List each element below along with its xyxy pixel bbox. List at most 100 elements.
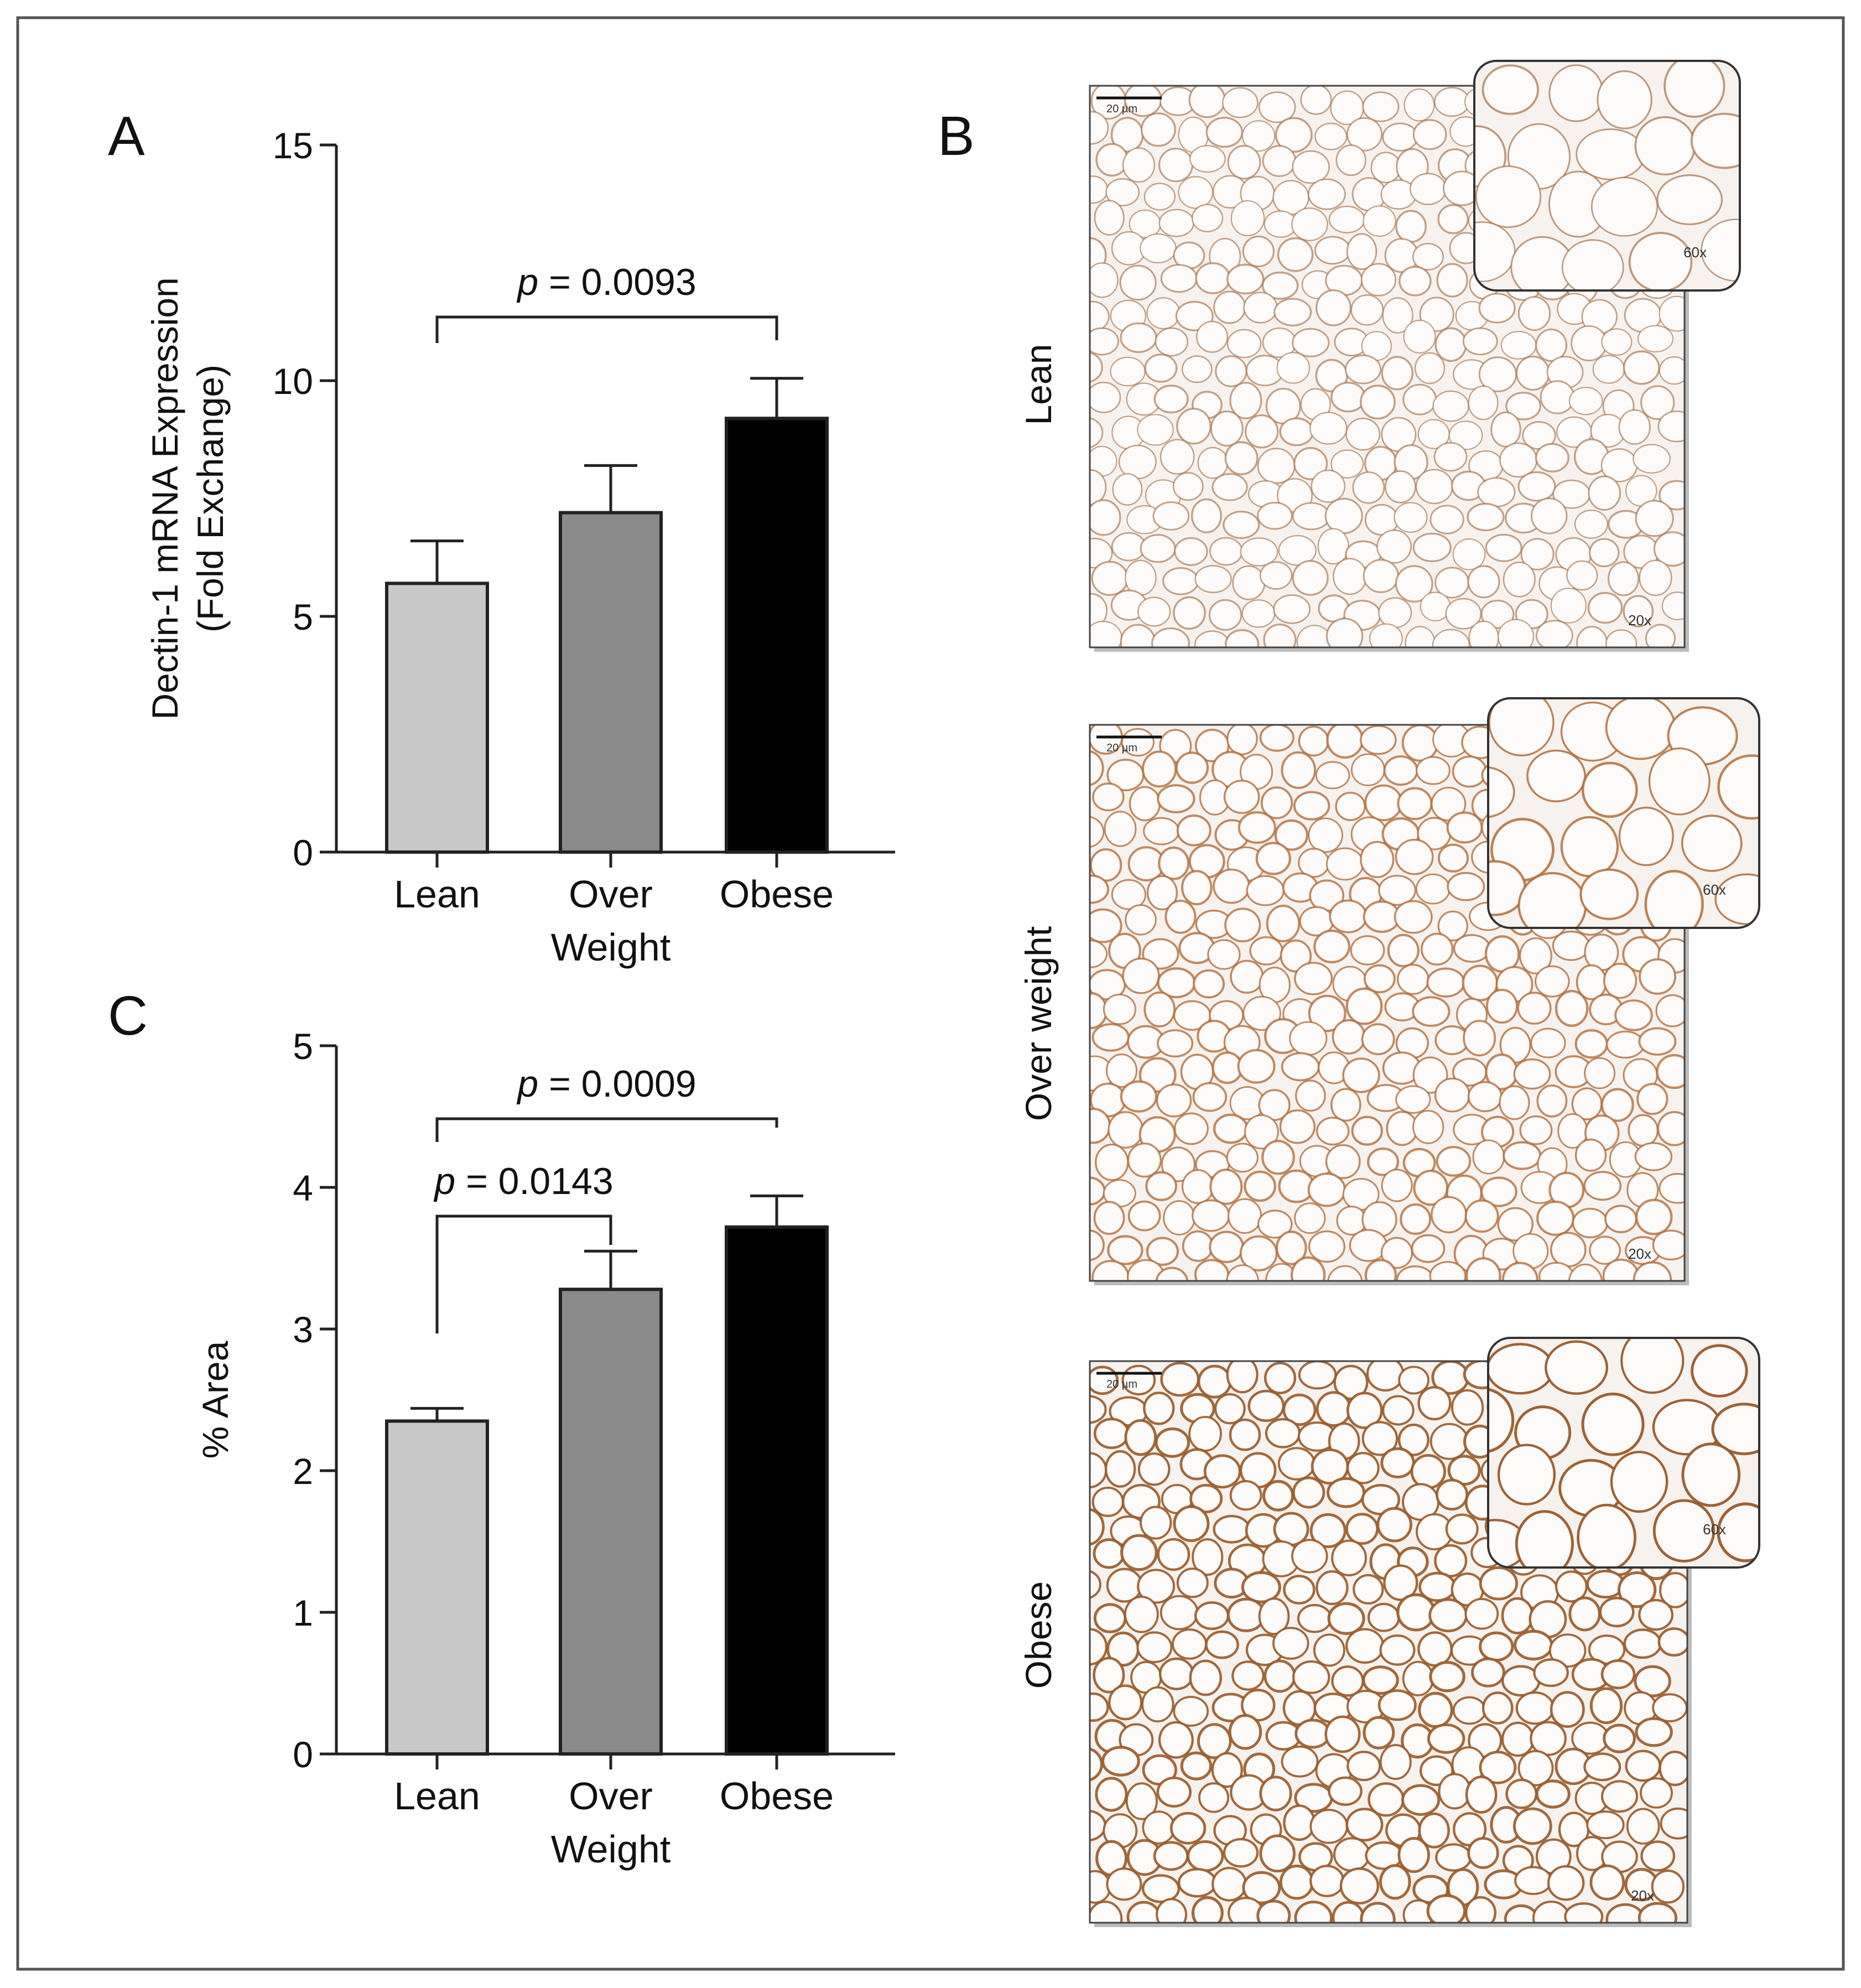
adipocyte <box>1402 1660 1434 1696</box>
adipocyte <box>1416 873 1451 905</box>
adipocyte <box>1488 1343 1555 1395</box>
adipocyte <box>1230 200 1265 237</box>
adipocyte <box>1283 1804 1316 1841</box>
adipocyte <box>1397 787 1433 821</box>
adipocyte <box>1603 963 1638 999</box>
adipocyte <box>1378 597 1412 629</box>
adipocyte <box>1295 1719 1331 1749</box>
adipocyte <box>1363 964 1396 994</box>
adipocyte <box>1436 1478 1469 1511</box>
adipocyte <box>1311 469 1346 503</box>
adipocyte <box>1139 233 1177 263</box>
adipocyte <box>1265 1263 1298 1281</box>
adipocyte <box>1292 502 1330 531</box>
adipocyte <box>1652 1229 1685 1261</box>
adipocyte <box>1535 443 1569 473</box>
adipocyte <box>1481 64 1539 115</box>
adipocyte <box>1660 1807 1687 1840</box>
adipocyte <box>1428 1598 1468 1633</box>
adipocyte <box>1298 1361 1337 1390</box>
adipocyte <box>1210 410 1244 447</box>
adipocyte <box>1226 1361 1259 1394</box>
adipocyte <box>1188 1415 1222 1452</box>
adipocyte <box>1273 298 1312 326</box>
adipocyte <box>1514 1629 1553 1661</box>
micrograph-cells <box>1090 1361 1687 1923</box>
adipocyte <box>1222 87 1259 118</box>
adipocyte <box>1379 1864 1411 1900</box>
adipocyte <box>1090 1508 1105 1546</box>
adipocyte <box>1535 620 1573 647</box>
adipocyte <box>1614 999 1653 1031</box>
adipocyte <box>1381 356 1413 391</box>
adipocyte <box>1395 838 1434 875</box>
adipocyte <box>1639 958 1677 995</box>
adipocyte <box>1717 1502 1759 1563</box>
adipocyte <box>1387 933 1420 968</box>
adipocyte <box>1230 959 1264 994</box>
adipocyte <box>1498 619 1535 647</box>
adipocyte <box>1436 263 1468 298</box>
adipocyte <box>1197 1364 1232 1399</box>
x-tick-label: Lean <box>394 873 480 916</box>
adipocyte <box>1226 263 1265 295</box>
adipocyte <box>1194 565 1232 594</box>
adipocyte <box>1659 1750 1687 1787</box>
adipocyte <box>1350 294 1384 326</box>
y-axis-label: % Area <box>195 1341 236 1458</box>
adipocyte <box>1246 875 1285 906</box>
adipocyte <box>1381 1169 1413 1202</box>
adipocyte <box>1275 1231 1307 1265</box>
adipocyte <box>1182 1230 1214 1262</box>
adipocyte <box>1264 1362 1297 1394</box>
adipocyte <box>1257 448 1296 484</box>
y-axis-label-line: % Area <box>195 1341 236 1458</box>
adipocyte <box>1530 1721 1567 1756</box>
adipocyte <box>1369 623 1403 647</box>
adipocyte <box>1140 1506 1172 1540</box>
adipocyte <box>1095 1143 1129 1181</box>
adipocyte <box>1550 1232 1587 1268</box>
adipocyte <box>1342 1057 1380 1093</box>
adipocyte <box>1294 1202 1326 1234</box>
adipocyte <box>1638 1027 1677 1056</box>
adipocyte <box>1282 1393 1317 1426</box>
adipocyte <box>1515 1691 1555 1725</box>
adipocyte <box>1155 1266 1189 1281</box>
adipocyte <box>1122 147 1156 183</box>
adipocyte <box>1352 471 1385 504</box>
adipocyte <box>1090 908 1122 943</box>
x-tick-label: Weight <box>551 926 671 969</box>
adipocyte <box>1574 509 1608 539</box>
adipocyte <box>1383 755 1418 786</box>
adipocyte <box>1104 811 1137 847</box>
adipocyte <box>1550 588 1587 624</box>
adipocyte <box>1384 470 1416 504</box>
adipocyte <box>1325 1144 1361 1179</box>
adipocyte <box>1545 1340 1609 1395</box>
adipocyte <box>1242 1871 1281 1904</box>
adipocyte <box>1231 1660 1265 1691</box>
y-tick-label: 0 <box>293 832 313 873</box>
adipocyte <box>1191 498 1222 533</box>
adipocyte <box>1519 937 1552 975</box>
adipocyte <box>1292 328 1330 357</box>
adipocyte <box>1515 1510 1574 1567</box>
adipocyte <box>1592 355 1625 384</box>
scale-bar-label: 20 µm <box>1106 742 1137 754</box>
adipocyte <box>1259 561 1293 590</box>
adipocyte <box>1499 442 1538 478</box>
adipocyte <box>1467 502 1505 532</box>
adipocyte <box>1571 325 1608 362</box>
adipocyte <box>1308 1230 1345 1263</box>
adipocyte <box>1574 1138 1607 1172</box>
adipocyte <box>1229 1480 1262 1511</box>
significance-bracket <box>435 1117 778 1142</box>
adipocyte <box>1229 382 1262 419</box>
adipocyte <box>1626 1808 1660 1845</box>
adipocyte <box>1213 1514 1251 1544</box>
adipocyte <box>1175 751 1209 784</box>
adipocyte <box>1157 1538 1191 1571</box>
micrograph-panel: 20 µm 20x 60x Lean 20 µm 20x 60x Over weight 20 … <box>1018 60 1760 1927</box>
adipocyte <box>1180 1751 1213 1781</box>
